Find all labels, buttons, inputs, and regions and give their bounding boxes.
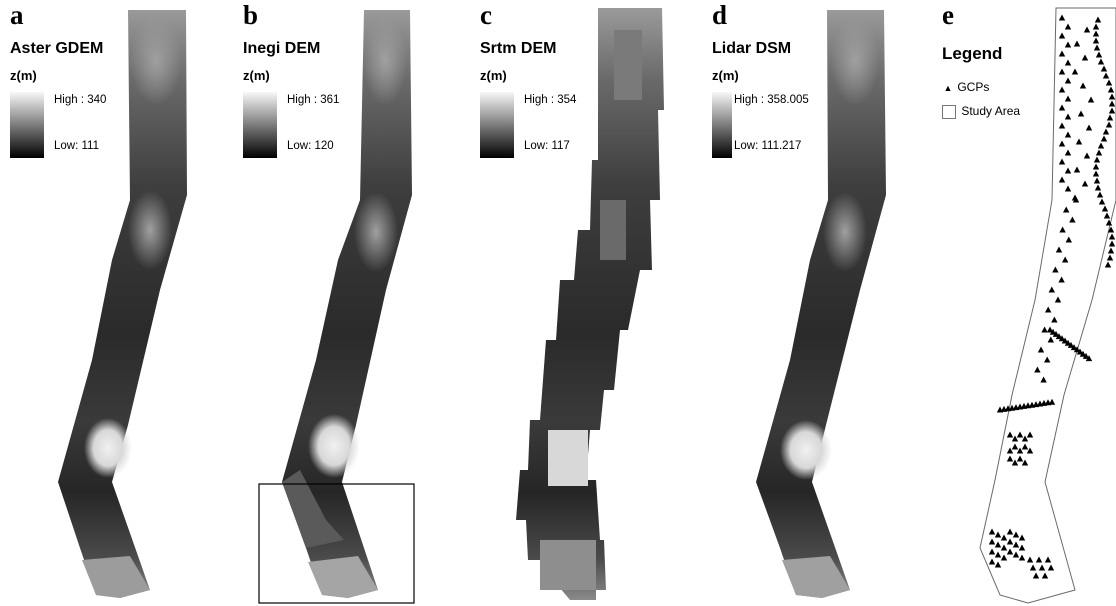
unit-label: z(m) bbox=[712, 68, 739, 83]
triangle-icon: ▲ bbox=[942, 83, 954, 93]
unit-label: z(m) bbox=[243, 68, 270, 83]
legend-gcp-row: ▲ GCPs bbox=[942, 80, 989, 94]
legend-study-label: Study Area bbox=[961, 104, 1020, 118]
ramp-low-label: Low: 111.217 bbox=[734, 140, 801, 152]
panel-title: Srtm DEM bbox=[480, 40, 556, 58]
gcp-marker bbox=[1109, 241, 1115, 247]
panel-label: a bbox=[10, 2, 24, 29]
legend-title: Legend bbox=[942, 44, 1002, 64]
elevation-color-ramp bbox=[243, 92, 277, 158]
panel-title: Aster GDEM bbox=[10, 40, 103, 58]
legend-gcp-label: GCPs bbox=[957, 80, 989, 94]
ramp-high-label: High : 340 bbox=[54, 94, 106, 106]
ramp-low-label: Low: 111 bbox=[54, 140, 99, 152]
panel-label: e bbox=[942, 2, 954, 29]
ramp-high-label: High : 354 bbox=[524, 94, 576, 106]
ramp-high-label: High : 358.005 bbox=[734, 94, 809, 106]
ramp-low-label: Low: 120 bbox=[287, 140, 334, 152]
elevation-color-ramp bbox=[480, 92, 514, 158]
unit-label: z(m) bbox=[10, 68, 37, 83]
square-outline-icon bbox=[942, 105, 956, 119]
elevation-color-ramp bbox=[712, 92, 732, 158]
unit-label: z(m) bbox=[480, 68, 507, 83]
ramp-high-label: High : 361 bbox=[287, 94, 339, 106]
panel-label: d bbox=[712, 2, 727, 29]
elevation-color-ramp bbox=[10, 92, 44, 158]
panel-label: c bbox=[480, 2, 492, 29]
gcp-marker bbox=[1108, 248, 1114, 254]
panel-title: Lidar DSM bbox=[712, 40, 791, 58]
ramp-low-label: Low: 117 bbox=[524, 140, 570, 152]
panel-label: b bbox=[243, 2, 258, 29]
gcp-marker bbox=[1105, 262, 1111, 268]
panel-title: Inegi DEM bbox=[243, 40, 320, 58]
legend-study-row: Study Area bbox=[942, 104, 1020, 119]
study-area-map bbox=[980, 8, 1116, 603]
gcp-marker bbox=[1107, 255, 1113, 261]
study-area-outline bbox=[980, 8, 1116, 603]
gcp-marker bbox=[1109, 234, 1115, 240]
